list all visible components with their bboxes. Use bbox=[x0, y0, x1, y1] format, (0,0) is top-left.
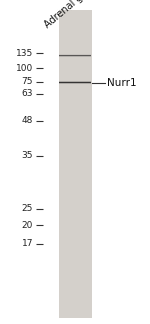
Text: 135: 135 bbox=[16, 49, 33, 58]
Text: Adrenal gland: Adrenal gland bbox=[43, 0, 101, 30]
Text: 48: 48 bbox=[22, 116, 33, 125]
Text: 100: 100 bbox=[16, 64, 33, 73]
Bar bbox=[58, 10, 92, 318]
Text: 25: 25 bbox=[22, 204, 33, 214]
Text: 63: 63 bbox=[21, 89, 33, 98]
Text: 20: 20 bbox=[22, 221, 33, 230]
Text: 75: 75 bbox=[21, 77, 33, 86]
Text: 35: 35 bbox=[21, 151, 33, 160]
Text: Nurr1: Nurr1 bbox=[106, 78, 136, 87]
Text: 17: 17 bbox=[21, 239, 33, 248]
